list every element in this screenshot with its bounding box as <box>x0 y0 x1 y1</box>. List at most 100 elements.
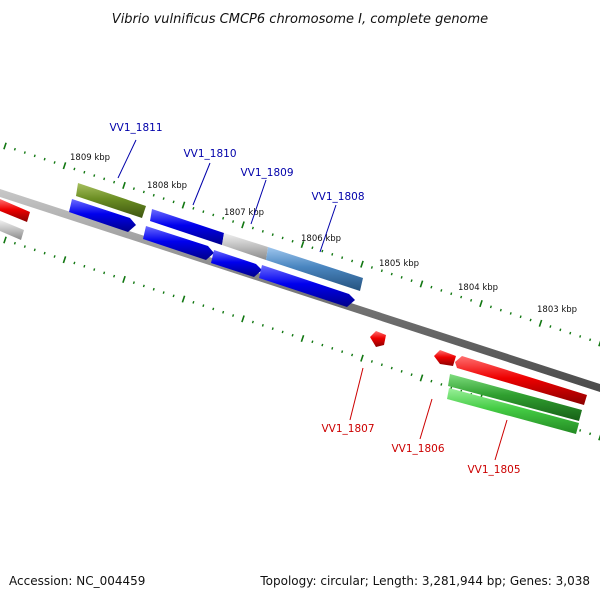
gene-vv1-1810-cds[interactable] <box>143 226 214 260</box>
scale-label-1803: 1803 kbp <box>537 305 577 315</box>
lower-track-major-tick <box>419 374 424 382</box>
gene-vv1-1809[interactable] <box>222 233 268 260</box>
lower-track-minor-tick <box>142 284 145 288</box>
upper-track-major-tick <box>419 280 424 288</box>
upper-track-minor-tick <box>83 170 86 174</box>
upper-track-minor-tick <box>430 285 433 289</box>
gene-vv1-1809-cds[interactable] <box>211 250 262 277</box>
upper-track-minor-tick <box>380 269 383 273</box>
leader-vv1-1810 <box>192 162 211 206</box>
upper-tick-track <box>3 142 600 347</box>
upper-track-minor-tick <box>291 239 294 243</box>
upper-track-major-tick <box>598 340 600 347</box>
lower-track-minor-tick <box>271 327 274 331</box>
upper-track-minor-tick <box>152 193 155 197</box>
lower-track-minor-tick <box>251 320 254 324</box>
gene-vv1-1805-cds[interactable] <box>448 374 582 421</box>
lower-track-minor-tick <box>440 383 443 386</box>
lower-track-minor-tick <box>380 363 383 367</box>
lower-track-minor-tick <box>103 271 106 275</box>
label-vv1-1806[interactable]: VV1_1806 <box>391 443 444 455</box>
upper-track-minor-tick <box>202 210 205 214</box>
upper-track-minor-tick <box>132 187 135 191</box>
upper-track-minor-tick <box>331 252 334 256</box>
upper-track-minor-tick <box>529 318 532 322</box>
leader-vv1-1807 <box>349 367 364 421</box>
edge-feature-red[interactable] <box>0 199 30 222</box>
gene-vv1-1811[interactable] <box>76 183 146 218</box>
edge-feature-gray[interactable] <box>0 220 24 240</box>
upper-track-minor-tick <box>519 315 522 319</box>
lower-track-major-tick <box>122 275 126 283</box>
gene-vv1-1805-rna[interactable] <box>447 388 579 434</box>
upper-track-minor-tick <box>311 246 314 250</box>
gene-vv1-1811-cds[interactable] <box>69 199 136 232</box>
label-vv1-1808[interactable]: VV1_1808 <box>311 191 364 203</box>
lower-track-minor-tick <box>192 300 195 304</box>
upper-track-minor-tick <box>589 338 592 342</box>
upper-track-major-tick <box>181 201 186 209</box>
lower-track-minor-tick <box>321 343 324 347</box>
upper-track-minor-tick <box>23 151 26 154</box>
upper-track-minor-tick <box>13 147 16 151</box>
upper-track-minor-tick <box>509 312 512 315</box>
upper-track-minor-tick <box>410 279 413 283</box>
accession-text: Accession: NC_004459 <box>9 574 145 588</box>
lower-track-minor-tick <box>430 379 433 383</box>
leader-vv1-1805 <box>494 419 508 461</box>
upper-track-minor-tick <box>569 331 572 335</box>
leader-vv1-1811 <box>117 139 137 179</box>
lower-track-minor-tick <box>390 366 393 370</box>
upper-track-minor-tick <box>351 259 354 263</box>
label-vv1-1811[interactable]: VV1_1811 <box>109 122 162 134</box>
upper-track-minor-tick <box>341 256 344 260</box>
upper-track-minor-tick <box>549 325 552 328</box>
upper-track-minor-tick <box>43 157 46 161</box>
label-vv1-1810[interactable]: VV1_1810 <box>183 148 236 160</box>
upper-track-minor-tick <box>33 154 36 158</box>
lower-track-minor-tick <box>261 323 264 327</box>
upper-track-minor-tick <box>489 305 492 309</box>
upper-track-minor-tick <box>103 177 106 181</box>
lower-track-minor-tick <box>589 432 592 436</box>
scale-label-1806: 1806 kbp <box>301 234 341 244</box>
gene-vv1-1808[interactable] <box>266 247 363 291</box>
upper-track-minor-tick <box>470 298 473 302</box>
upper-track-minor-tick <box>142 190 145 194</box>
upper-track-major-tick <box>479 300 483 308</box>
label-vv1-1807[interactable]: VV1_1807 <box>321 423 374 435</box>
lower-track-major-tick <box>3 236 7 244</box>
upper-track-minor-tick <box>370 266 373 269</box>
scale-label-1805: 1805 kbp <box>379 259 419 269</box>
upper-track-major-tick <box>300 240 305 249</box>
lower-track-minor-tick <box>202 304 205 308</box>
gene-vv1-1807[interactable] <box>370 331 386 347</box>
lower-track-minor-tick <box>370 360 373 363</box>
upper-track-major-tick <box>538 319 543 327</box>
lower-track-minor-tick <box>172 294 175 298</box>
lower-track-major-tick <box>181 295 186 303</box>
upper-track-minor-tick <box>232 220 235 223</box>
gene-vv1-1810[interactable] <box>150 209 224 245</box>
lower-track-major-tick <box>598 434 600 441</box>
upper-track-minor-tick <box>499 308 502 312</box>
upper-track-minor-tick <box>450 292 453 296</box>
gene-vv1-1808-cds[interactable] <box>259 265 355 307</box>
scale-label-1808: 1808 kbp <box>147 181 187 191</box>
scale-label-1804: 1804 kbp <box>458 283 498 293</box>
lower-track-minor-tick <box>43 251 46 255</box>
lower-track-minor-tick <box>73 261 76 265</box>
gene-vv1-1805[interactable] <box>455 356 587 405</box>
upper-track-major-tick <box>62 162 67 170</box>
upper-track-major-tick <box>122 181 126 189</box>
gene-vv1-1806[interactable] <box>434 350 456 366</box>
lower-track-minor-tick <box>152 287 155 291</box>
label-vv1-1809[interactable]: VV1_1809 <box>240 167 293 179</box>
lower-track-minor-tick <box>579 429 582 432</box>
lower-track-minor-tick <box>311 340 314 344</box>
label-vv1-1805[interactable]: VV1_1805 <box>467 464 520 476</box>
upper-track-minor-tick <box>93 174 96 177</box>
upper-track-minor-tick <box>559 328 562 332</box>
upper-track-minor-tick <box>172 200 175 204</box>
